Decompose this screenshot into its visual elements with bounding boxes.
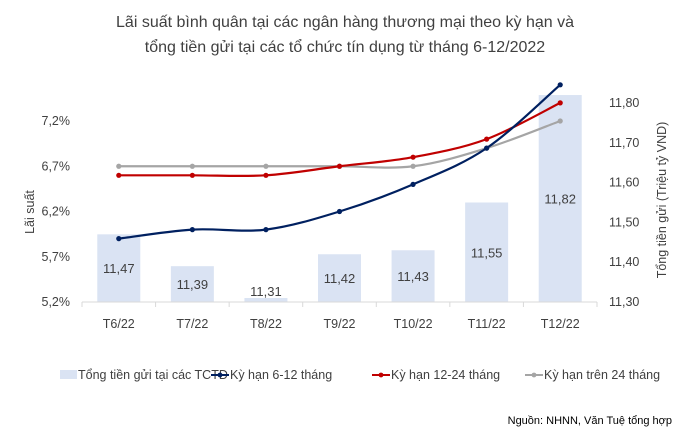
y2-tick-label: 11,30 [609,295,639,309]
x-tick-label: T11/22 [468,317,506,331]
y2-tick-label: 11,50 [609,215,639,229]
series-point-1 [484,136,490,142]
x-tick-label: T7/22 [176,317,208,331]
y2-tick-label: 11,70 [609,136,639,150]
bar [465,202,509,302]
bar [318,254,361,302]
bar-data-label: 11,31 [250,284,282,299]
series-point-2 [263,163,269,169]
series-point-2 [189,163,195,169]
series-point-0 [410,181,416,187]
chart-title-line-1: Lãi suất bình quân tại các ngân hàng thư… [116,14,574,31]
bar-data-label: 11,42 [324,271,356,286]
bar-data-label: 11,82 [544,192,576,207]
series-point-1 [557,100,563,106]
legend-label-series: Kỳ hạn 12-24 tháng [391,368,500,382]
x-tick-label: T12/22 [541,317,580,331]
series-point-1 [410,154,416,160]
series-point-0 [116,236,122,242]
series-point-1 [189,172,195,178]
legend-swatch-marker [378,372,384,378]
bar [244,298,288,302]
series-point-2 [116,163,122,169]
bar [391,250,435,302]
bar-data-label: 11,47 [103,261,135,276]
legend-label-bar: Tổng tiền gửi tại các TCTD [78,368,228,382]
bar [170,266,214,302]
y-axis-label: Lãi suất [23,190,37,234]
bar [97,234,141,302]
legend-swatch-bar [60,370,77,379]
x-tick-label: T8/22 [250,317,282,331]
series-point-2 [557,118,563,124]
y2-axis-label: Tổng tiền gửi (Triệu tỷ VND) [655,122,669,279]
series-point-2 [410,163,416,169]
y-tick-label: 5,2% [42,295,71,309]
series-point-1 [116,172,122,178]
series-point-0 [336,208,343,215]
y2-tick-label: 11,40 [609,255,639,269]
bar-data-label: 11,43 [397,269,429,284]
x-tick-label: T9/22 [324,317,356,331]
x-tick-label: T10/22 [394,317,433,331]
chart-title-line-2: tổng tiền gửi tại các tổ chức tín dụng t… [145,38,545,56]
legend-label-series: Kỳ hạn 6-12 tháng [230,368,332,382]
legend: Tổng tiền gửi tại các TCTD Kỳ hạn 6-12 th… [60,368,660,382]
bar [538,95,582,302]
y-tick-label: 7,2% [42,114,71,128]
series-point-1 [263,172,269,178]
series-point-0 [484,145,490,151]
y2-tick-label: 11,80 [609,96,639,110]
legend-label-series: Kỳ hạn trên 24 tháng [544,368,660,382]
y-tick-label: 5,7% [42,250,71,264]
series-point-0 [189,227,195,233]
y2-tick-label: 11,60 [609,176,639,190]
legend-swatch-marker [217,372,223,378]
y-tick-label: 6,2% [42,205,71,219]
series-point-0 [557,82,563,88]
x-tick-label: T6/22 [103,317,135,331]
y-tick-label: 6,7% [42,159,71,173]
bar-data-label: 11,39 [177,277,209,292]
series-point-1 [336,163,343,169]
legend-swatch-marker [531,372,537,378]
source-note: Nguồn: NHNN, Văn Tuệ tổng hợp [508,415,672,427]
bar-data-label: 11,55 [471,245,503,260]
series-point-0 [263,227,269,233]
